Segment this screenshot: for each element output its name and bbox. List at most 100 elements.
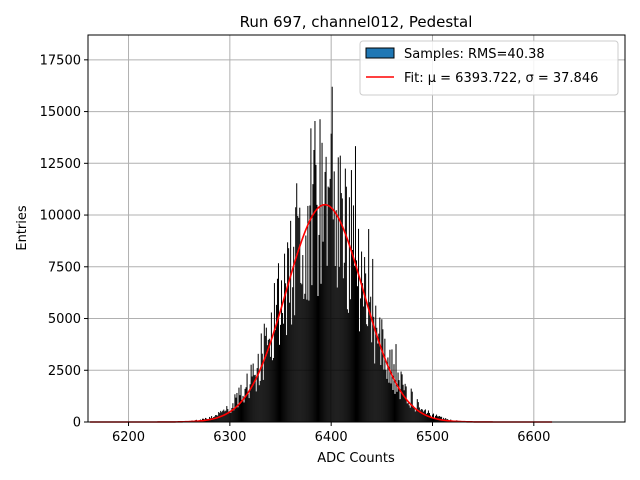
histogram-bar [273,283,275,422]
histogram-bar [243,402,245,422]
histogram-bar [253,375,255,422]
histogram-bar [307,205,309,422]
histogram-bar [227,408,229,422]
histogram-bar [346,309,348,422]
histogram-bar [237,407,239,422]
y-tick-label: 12500 [40,157,81,172]
histogram-bar [387,357,389,422]
histogram-bar [305,235,307,422]
histogram-bar [367,326,369,422]
histogram-bar [292,287,294,422]
histogram-bar [265,327,267,422]
histogram-bar [286,335,288,422]
histogram-bar [384,338,386,422]
histogram-bar [391,349,393,422]
legend-samples-label: Samples: RMS=40.38 [404,47,545,62]
histogram-bar [315,164,317,422]
histogram-bar [401,374,403,422]
histogram-bar [355,260,358,422]
histogram-bar [276,278,278,422]
histogram-bar [331,86,333,422]
histogram-bar [251,376,253,422]
histogram-bar [421,409,423,422]
legend: Samples: RMS=40.38 Fit: μ = 6393.722, σ … [359,40,619,96]
histogram-bar [317,296,319,422]
histogram-bar [342,278,344,422]
histogram-bar [375,305,377,422]
histogram-bar [283,323,285,422]
histogram-bar [422,411,424,422]
histogram-bar [250,364,252,422]
histogram-bar [262,379,264,422]
histogram-bar [266,345,268,422]
histogram-bar [275,304,277,422]
histogram-bar [255,391,257,422]
histogram-bar [271,360,273,422]
histogram-bar [420,408,422,422]
histogram-bar [326,265,328,422]
histogram-bar [267,339,269,422]
histogram-bar [281,280,283,422]
histogram-bar [352,205,354,422]
histogram-bar [293,246,295,422]
histogram-bar [221,412,223,422]
histogram-bar [407,402,409,422]
histogram-bar [409,407,411,422]
histogram-bar [404,383,406,422]
histogram-bar [335,210,337,422]
y-axis-ticks: 0 2500 5000 7500 10000 12500 15000 17500 [40,53,88,431]
histogram-bar [291,324,293,422]
histogram-bar [320,283,322,422]
histogram-bar [413,408,415,422]
histogram-bar [398,380,400,422]
histogram-bar [322,241,324,422]
y-tick-label: 7500 [48,260,81,275]
histogram-bar [426,412,428,422]
histogram-bar [379,317,381,422]
histogram-bar [236,392,238,422]
histogram-bar [414,411,416,422]
y-tick-label: 10000 [40,209,81,224]
histogram-bar [415,409,417,422]
histogram-bar [299,207,301,422]
histogram-bar [386,378,388,422]
histogram-bar [334,266,336,422]
histogram-bar [257,353,259,422]
histogram-bar [376,327,378,422]
x-axis-label: ADC Counts [317,451,395,466]
histogram-bar [357,286,359,422]
histogram-bar [229,410,231,422]
histogram-bar [296,183,298,422]
histogram-bar [354,146,356,422]
histogram-bar [405,386,407,422]
histogram-bar [324,171,326,422]
histogram-bar [363,306,365,422]
histogram-bar [261,353,263,422]
histogram-bar [328,187,330,422]
histogram-bar [240,384,242,422]
histogram-bar [248,398,250,422]
histogram-bar [378,333,380,422]
histogram-bar [350,170,352,422]
histogram-bar [364,257,366,422]
histogram-bar [268,338,270,422]
histogram-bar [249,384,251,422]
histogram-bar [358,228,360,422]
histogram-bar [366,324,368,422]
histogram-bar [397,372,399,422]
histogram-bar [385,369,387,422]
histogram-bar [341,198,343,422]
histogram-bar [394,393,396,422]
histogram-bar [310,128,312,422]
histogram-bars [146,86,464,423]
histogram-bar [359,331,361,422]
histogram-bar [371,342,373,422]
histogram-bar [289,302,291,422]
x-axis-ticks: 6200 6300 6400 6500 6600 [112,422,550,445]
histogram-bar [360,298,362,422]
histogram-bar [388,382,390,422]
histogram-bar [330,133,332,423]
histogram-bar [298,217,300,422]
histogram-bar [321,142,323,423]
